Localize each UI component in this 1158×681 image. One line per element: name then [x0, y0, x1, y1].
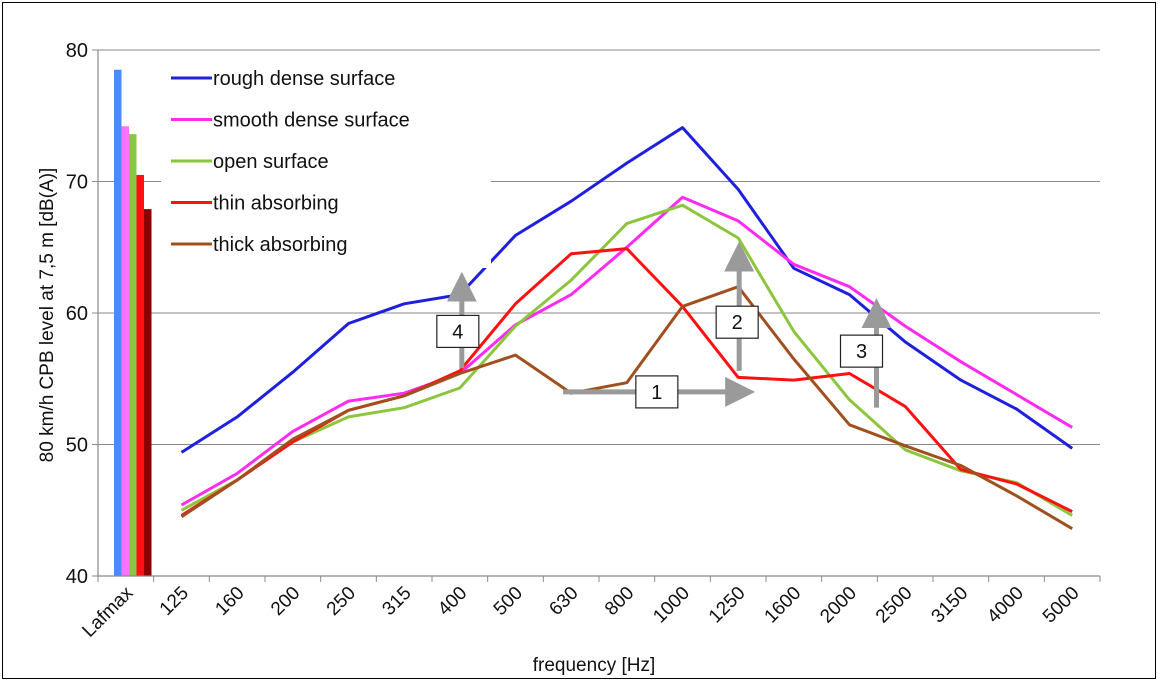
x-tick-label: 1250	[705, 583, 750, 628]
y-tick-label: 70	[66, 172, 88, 194]
x-tick-label: 315	[378, 583, 415, 620]
x-tick-label: 125	[156, 583, 193, 620]
y-axis-title: 80 km/h CPB level at 7,5 m [dB(A)]	[37, 168, 58, 463]
x-tick-label: 2500	[872, 583, 917, 628]
x-tick-label: 2000	[816, 583, 861, 628]
x-tick-label: Lafmax	[78, 582, 137, 641]
annotation-box-1	[635, 375, 679, 409]
y-tick-labels: 40 50 60 70 80	[66, 40, 88, 588]
x-tick-label: 500	[490, 583, 527, 620]
x-tick-label: 4000	[983, 583, 1028, 628]
annotation-box-3	[839, 334, 884, 368]
line-chart: Lafmax 125 160 200 250 315 400 500 630 800 1000 125…	[37, 40, 1101, 676]
legend-label-3: thin absorbing	[213, 193, 339, 215]
annotation-box-4	[436, 314, 480, 349]
x-tick-labels: Lafmax 125 160 200 250 315 400 500 630 800 1000 125…	[78, 582, 1083, 641]
lafmax-bar	[144, 209, 152, 577]
lafmax-bar	[121, 126, 129, 577]
legend: rough dense surface smooth dense surface o…	[161, 58, 491, 268]
legend-label-1: smooth dense surface	[213, 110, 410, 132]
x-tick-label: 3150	[928, 583, 973, 628]
x-tick-label: 400	[434, 583, 471, 620]
x-tick-label: 160	[211, 583, 248, 620]
axes	[92, 49, 1101, 582]
legend-label-4: thick absorbing	[213, 234, 348, 256]
x-tick-label: 250	[323, 583, 360, 620]
annotation-label-1: 1	[651, 382, 662, 404]
lafmax-bar	[136, 174, 144, 577]
legend-label-2: open surface	[213, 151, 329, 173]
annotation-label-4: 4	[452, 321, 463, 343]
series-line-4	[180, 285, 1073, 530]
y-tick-label: 50	[66, 435, 88, 457]
annotation-label-2: 2	[732, 312, 743, 334]
annotation-box-2	[715, 305, 759, 339]
x-tick-label: 630	[545, 583, 582, 620]
legend-label-0: rough dense surface	[213, 68, 395, 90]
x-axis-title: frequency [Hz]	[533, 655, 656, 676]
x-tick-label: 800	[601, 583, 638, 620]
y-tick-label: 60	[66, 303, 88, 325]
lafmax-bar	[129, 134, 137, 576]
x-tick-label: 5000	[1039, 583, 1084, 628]
annotations: 1 2 3 4	[436, 241, 892, 409]
x-tick-label: 1600	[761, 583, 806, 628]
series-line-0	[180, 126, 1074, 454]
series-lines	[180, 126, 1074, 530]
lafmax-bars	[114, 69, 152, 577]
y-tick-label: 80	[66, 40, 88, 62]
annotation-label-3: 3	[856, 341, 867, 363]
x-tick-label: 1000	[649, 583, 694, 628]
legend-background	[161, 58, 491, 268]
series-line-2	[180, 203, 1073, 517]
lafmax-bar	[114, 69, 122, 576]
y-tick-label: 40	[66, 566, 88, 588]
x-tick-label: 200	[267, 583, 304, 620]
